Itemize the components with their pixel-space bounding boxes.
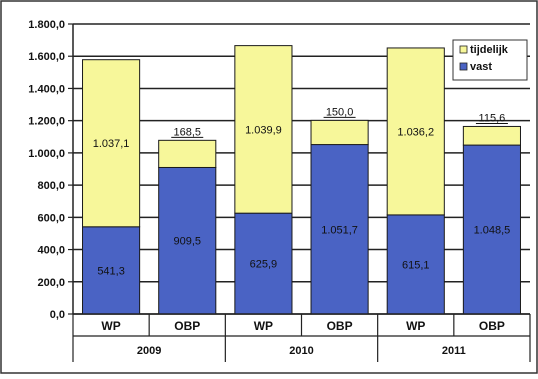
y-tick-label: 0,0 <box>50 309 65 321</box>
data-label-vast: 615,1 <box>402 259 430 271</box>
bar-vast <box>310 144 369 315</box>
legend-label-vast: vast <box>470 61 492 73</box>
legend-swatch-tijdelijk <box>459 45 468 54</box>
bar-tijdelijk <box>310 119 369 146</box>
bar-vast <box>158 166 217 315</box>
y-tick-label: 400,0 <box>37 245 65 257</box>
bar-tijdelijk <box>462 125 521 146</box>
y-tick-label: 600,0 <box>37 212 65 224</box>
bars: 541,3 1.037,1 909,5 168,5 625,9 1.039,9 1.051,… <box>82 45 521 315</box>
y-tick-label: 1.600,0 <box>28 51 65 63</box>
y-tick-label: 200,0 <box>37 277 65 289</box>
legend-label-tijdelijk: tijdelijk <box>470 44 509 56</box>
x-tick-label: OBP <box>327 319 353 333</box>
bar-vast <box>462 144 521 315</box>
x-axis: WP OBP WP OBP WP OBP 2009 2010 2011 <box>72 313 531 362</box>
data-label-tijdelijk: 1.036,2 <box>397 126 434 138</box>
x-tick-label: WP <box>254 319 273 333</box>
y-tick-label: 800,0 <box>37 180 65 192</box>
x-group-label: 2009 <box>137 345 161 357</box>
data-label-vast: 909,5 <box>173 236 201 248</box>
x-group-label: 2010 <box>289 345 313 357</box>
bar-tijdelijk <box>82 59 141 228</box>
x-tick-label: OBP <box>174 319 200 333</box>
data-label-vast: 625,9 <box>250 259 278 271</box>
data-label-tijdelijk: 115,6 <box>479 112 506 124</box>
bar-tijdelijk <box>158 139 217 168</box>
y-tick-label: 1.800,0 <box>28 19 65 31</box>
y-tick-label: 1.200,0 <box>28 116 65 128</box>
y-tick-label: 1.400,0 <box>28 83 65 95</box>
data-label-tijdelijk: 1.039,9 <box>245 124 282 136</box>
bar-tijdelijk <box>234 45 293 214</box>
bar-vast <box>234 212 293 315</box>
data-label-vast: 541,3 <box>97 265 125 277</box>
x-tick-label: WP <box>101 319 120 333</box>
legend: tijdelijk vast <box>452 39 528 81</box>
x-tick-label: WP <box>406 319 425 333</box>
y-tick-label: 1.000,0 <box>28 148 65 160</box>
data-label-tijdelijk: 168,5 <box>173 126 201 138</box>
data-label-tijdelijk: 1.037,1 <box>93 138 130 150</box>
y-axis: 0,0 200,0 400,0 600,0 800,0 1.000,0 1.200,0 1.4… <box>28 19 74 321</box>
x-group-label: 2011 <box>442 345 466 357</box>
data-label-vast: 1.048,5 <box>474 225 511 237</box>
data-label-tijdelijk: 150,0 <box>326 106 354 118</box>
data-label-vast: 1.051,7 <box>321 224 358 236</box>
legend-swatch-vast <box>459 62 468 71</box>
bar-tijdelijk <box>386 47 445 216</box>
x-tick-label: OBP <box>479 319 505 333</box>
